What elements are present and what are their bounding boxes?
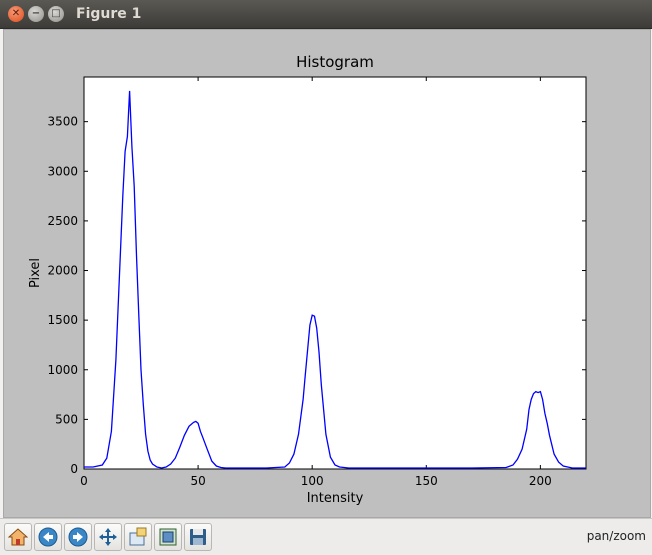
back-arrow-icon <box>38 527 58 547</box>
minimize-icon[interactable]: − <box>28 6 44 22</box>
x-tick-label: 0 <box>80 474 88 488</box>
home-icon <box>8 528 28 546</box>
y-tick-label: 2500 <box>47 214 78 228</box>
maximize-icon[interactable]: □ <box>48 6 64 22</box>
navigation-toolbar: pan/zoom <box>0 518 652 555</box>
save-button[interactable] <box>184 523 212 551</box>
zoom-button[interactable] <box>124 523 152 551</box>
toolbar-status: pan/zoom <box>586 529 646 543</box>
forward-arrow-icon <box>68 527 88 547</box>
subplots-icon <box>159 528 177 546</box>
y-tick-label: 0 <box>70 462 78 476</box>
axes-area <box>83 76 587 470</box>
subplots-button[interactable] <box>154 523 182 551</box>
pan-button[interactable] <box>94 523 122 551</box>
close-icon[interactable]: ✕ <box>8 6 24 22</box>
histogram-chart: 0 50 100 150 2000500100015002000250030003500… <box>28 53 587 506</box>
series-line <box>84 90 586 469</box>
y-tick-label: 3500 <box>47 115 78 129</box>
floppy-disk-icon <box>190 529 206 545</box>
x-tick-label: 50 <box>190 474 205 488</box>
y-tick-label: 1500 <box>47 313 78 327</box>
y-tick-label: 1000 <box>47 363 78 377</box>
y-tick-label: 2000 <box>47 264 78 278</box>
back-button[interactable] <box>34 523 62 551</box>
pan-arrows-icon <box>99 528 117 546</box>
x-tick-label: 100 <box>301 474 324 488</box>
y-tick-label: 3000 <box>47 164 78 178</box>
x-tick-label: 150 <box>415 474 438 488</box>
home-button[interactable] <box>4 523 32 551</box>
tick-marks <box>83 77 586 470</box>
window-title: Figure 1 <box>76 6 142 22</box>
x-tick-label: 200 <box>529 474 552 488</box>
zoom-rect-icon <box>129 527 147 546</box>
y-tick-label: 500 <box>55 412 78 426</box>
chart-title: Histogram <box>296 53 374 71</box>
y-axis-label: Pixel <box>28 258 43 288</box>
figure-canvas[interactable]: 0 50 100 150 200 0 500 1000 1500 2000 2500 3000 3500… <box>3 29 651 518</box>
forward-button[interactable] <box>64 523 92 551</box>
x-axis-label: Intensity <box>307 491 364 506</box>
title-bar: ✕ − □ Figure 1 <box>0 0 652 29</box>
